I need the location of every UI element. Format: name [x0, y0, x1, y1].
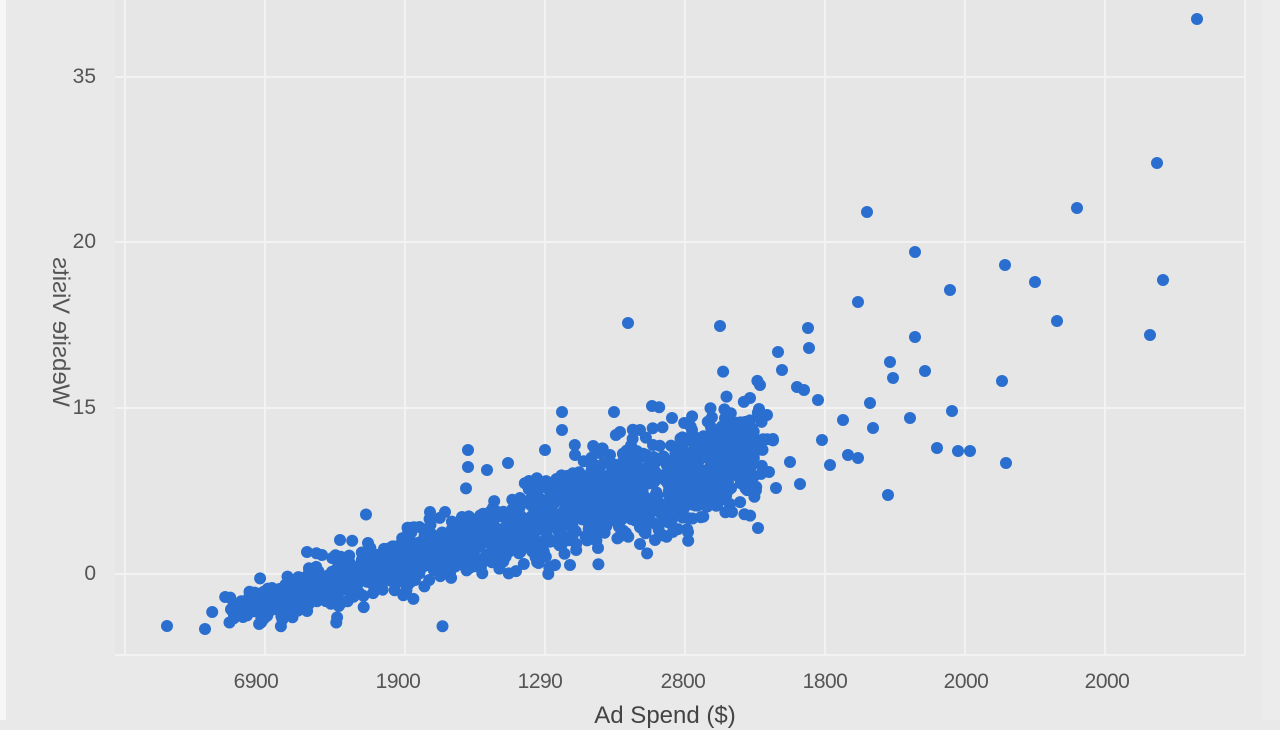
y-tick-label: 20 [72, 230, 96, 253]
y-tick-label: 0 [84, 562, 96, 585]
plot-panel [115, 0, 1245, 655]
x-tick-label: 2000 [1084, 670, 1130, 693]
left-margin-strip [0, 0, 6, 720]
x-tick-label: 1800 [802, 670, 848, 693]
right-margin-strip [1262, 0, 1280, 720]
x-tick-label: 1290 [517, 670, 563, 693]
gridlines [115, 0, 1246, 656]
x-tick-label: 2000 [943, 670, 989, 693]
y-tick-label: 15 [72, 396, 96, 419]
x-axis-title: Ad Spend ($) [594, 702, 736, 729]
y-axis-title: Website Visits [47, 257, 74, 407]
x-tick-label: 6900 [233, 670, 279, 693]
x-tick-label: 2800 [660, 670, 706, 693]
scatter-points [161, 13, 1203, 635]
x-tick-label: 1900 [375, 670, 421, 693]
y-tick-label: 35 [72, 65, 96, 88]
